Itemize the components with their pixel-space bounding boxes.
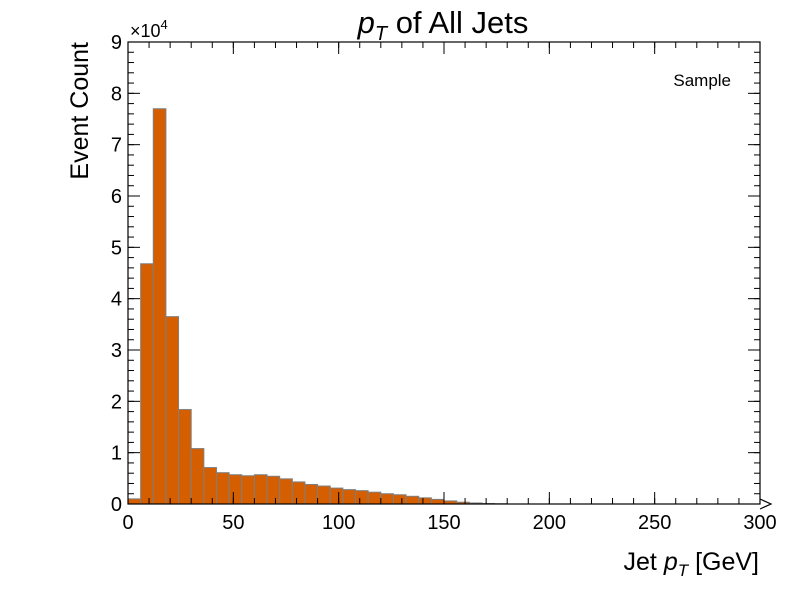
histogram-bar — [152, 108, 167, 505]
x-axis-title: Jet pT [GeV] — [624, 548, 759, 580]
y-tick-label: 6 — [111, 186, 122, 208]
x-tick-label: 200 — [533, 512, 566, 534]
histogram-bar — [190, 448, 205, 505]
y-tick-label: 2 — [111, 391, 122, 413]
histogram-bar — [203, 467, 217, 505]
y-tick-label: 8 — [111, 83, 122, 105]
histogram-bar — [355, 490, 369, 505]
histogram-bar — [165, 316, 180, 505]
histogram-bar — [392, 494, 407, 505]
axis-tick-labels: 0 50 100 150 200 250 300 0 1 2 3 4 5 6 7 8 9 — [111, 32, 777, 534]
histogram-bar — [418, 497, 432, 505]
histogram-bar — [215, 472, 230, 505]
x-tick-label: 0 — [122, 512, 133, 534]
axis-ticks — [127, 41, 761, 505]
y-tick-label: 9 — [111, 32, 122, 54]
histogram-bar — [228, 474, 243, 505]
y-tick-label: 3 — [111, 340, 122, 362]
y-tick-label: 0 — [111, 494, 122, 516]
histogram-bar — [178, 409, 192, 505]
y-tick-label: 1 — [111, 443, 122, 465]
histogram-bar — [304, 483, 319, 505]
histogram-bar — [317, 485, 331, 505]
histogram-bar — [367, 491, 382, 505]
histogram-bars — [127, 108, 508, 505]
x-tick-label: 100 — [322, 512, 355, 534]
histogram-bar — [253, 474, 268, 505]
histogram-bar — [140, 263, 154, 505]
histogram-bar — [329, 487, 344, 505]
histogram-bar — [342, 489, 357, 505]
histogram-bar — [279, 478, 293, 505]
x-tick-label: 250 — [638, 512, 671, 534]
histogram-bar — [380, 493, 394, 505]
histogram-bar — [241, 475, 255, 505]
histogram-bar — [405, 495, 420, 505]
y-axis-title: Event Count — [66, 42, 94, 180]
x-tick-label: 300 — [743, 512, 776, 534]
histogram-bar — [266, 475, 281, 505]
chart-title: pT of All Jets — [357, 5, 529, 45]
y-tick-label: 7 — [111, 135, 122, 157]
x-tick-label: 50 — [222, 512, 244, 534]
x-tick-label: 150 — [427, 512, 460, 534]
histogram-bar — [291, 481, 306, 505]
y-tick-label: 5 — [111, 237, 122, 259]
histogram-bar — [430, 498, 445, 505]
histogram-bar — [127, 498, 142, 505]
legend-entry: Sample — [673, 71, 731, 90]
y-tick-label: 4 — [111, 289, 122, 311]
x-axis-arrow-icon — [759, 498, 773, 510]
y-axis-multiplier: ×104 — [130, 17, 168, 41]
plot-frame — [127, 41, 761, 505]
